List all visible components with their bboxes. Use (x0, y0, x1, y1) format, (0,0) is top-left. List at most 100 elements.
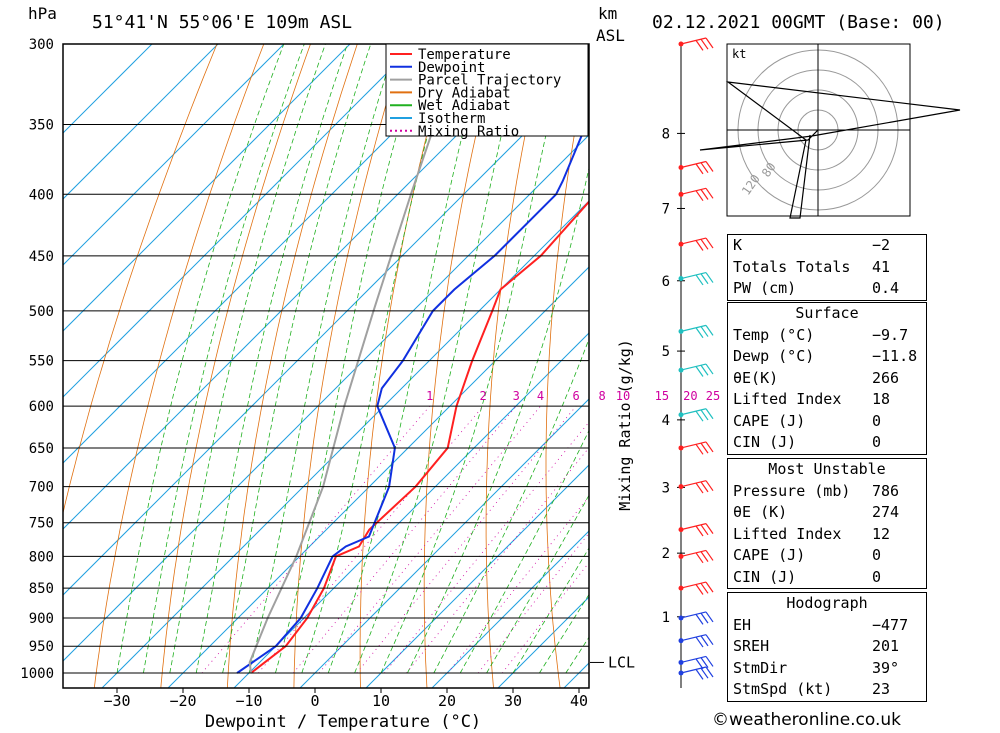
wind-barb (680, 666, 707, 674)
mixing-ratio-line (501, 561, 589, 674)
lcl-label: LCL (608, 653, 635, 671)
wind-barb (680, 237, 707, 245)
wind-barb (680, 581, 707, 589)
surface-row: CIN (J) 0 (733, 433, 882, 451)
legend-entry: Mixing Ratio (418, 124, 519, 140)
height-tick-label: 3 (662, 480, 670, 496)
wet-adiabat-line (116, 44, 285, 674)
wind-barb-flag (695, 552, 704, 564)
wind-barb-flag (700, 273, 709, 285)
surface-row: CAPE (J) 0 (733, 411, 882, 430)
wind-barb (680, 523, 707, 531)
pressure-tick-label: 650 (29, 441, 54, 457)
wind-barb (680, 611, 707, 619)
isotherm-line (63, 44, 417, 398)
wind-barb-flag (695, 614, 704, 625)
wind-barb-flag (705, 237, 714, 249)
wet-adiabat-line (380, 44, 567, 674)
surface-table: Surface Temp (°C) −9.7 Dewp (°C) −11.8 θE(… (727, 302, 927, 455)
hodo-row: StmSpd (kt) 23 (733, 680, 891, 698)
wet-adiabat-line (459, 429, 589, 674)
x-axis-label: Dewpoint / Temperature (°C) (205, 712, 481, 732)
surface-row: θE(K) 266 (733, 368, 900, 387)
mixing-ratio-label: 3 (513, 389, 520, 403)
wind-barb (680, 37, 707, 45)
pressure-tick-label: 900 (29, 611, 54, 627)
datetime-label: 02.12.2021 00GMT (Base: 00) (652, 12, 945, 33)
wind-barb-flag (695, 240, 704, 251)
mixing-ratio-label: 2 (480, 389, 487, 403)
plot-frame (62, 43, 590, 689)
legend-entry: Dry Adiabat (418, 85, 511, 101)
height-unit-asl: ASL (596, 26, 625, 45)
temperature-tick-label: 40 (570, 692, 588, 710)
height-tick-label: 1 (662, 610, 670, 626)
pressure-tick-label: 350 (29, 118, 54, 134)
isotherm-line (431, 530, 589, 688)
wind-barb-flag (695, 40, 704, 51)
index-row-k: K −2 (733, 236, 891, 254)
dry-adiabat-line (93, 44, 265, 688)
hodograph-trace (699, 81, 961, 219)
wind-barb-flag (705, 523, 714, 534)
wet-adiabat-line (169, 44, 326, 674)
wind-barb-flag (695, 327, 704, 339)
isotherm-line (299, 398, 589, 688)
legend-entry: Temperature (418, 47, 511, 63)
temperature-tick-label: 30 (504, 692, 522, 710)
pressure-tick-label: 800 (29, 549, 54, 565)
dry-adiabat-line (293, 44, 405, 688)
wind-barb-flag (695, 366, 704, 377)
wind-barb-flag (700, 409, 709, 421)
index-row-tt: Totals Totals 41 (733, 257, 891, 276)
isotherm-line (63, 44, 351, 332)
wind-barb (680, 187, 707, 195)
pressure-tick-label: 500 (29, 304, 54, 320)
pressure-tick-label: 450 (29, 249, 54, 265)
plot-area (63, 44, 589, 688)
height-tick-label: 6 (662, 274, 670, 290)
hodograph-table: Hodograph EH −477 SREH 201 StmDir 39° StmSp… (727, 592, 927, 702)
wind-barb-flag (705, 272, 714, 283)
copyright-footer[interactable]: ©weatheronline.co.uk (712, 710, 902, 730)
mixing-ratio-axis-label: Mixing Ratio (g/kg) (616, 339, 634, 511)
temperature-tick-label: −10 (235, 692, 262, 710)
height-tick-label: 7 (662, 201, 670, 217)
pressure-tick-label: 550 (29, 354, 54, 370)
legend-box (385, 43, 589, 137)
hodograph-title: Hodograph (786, 594, 868, 612)
isotherm-line (167, 266, 589, 688)
wind-barb-flag (700, 238, 709, 250)
surface-row: Dewp (°C) −11.8 (733, 347, 918, 365)
isotherm-line (63, 134, 589, 662)
wind-barb-flag (705, 634, 714, 646)
hodo-row: StmDir 39° (733, 658, 900, 677)
dry-adiabat-line (63, 44, 218, 515)
height-tick-label: 4 (662, 413, 670, 429)
hodograph-ring-label: 80 (759, 160, 779, 180)
legend-entry: Wet Adiabat (418, 98, 511, 114)
wind-barb-flag (700, 442, 709, 454)
wet-adiabat-line (433, 337, 589, 674)
wind-barb-flag (700, 162, 709, 174)
wind-barb-flag (695, 190, 704, 202)
wind-barb (680, 363, 707, 371)
mu-row: CIN (J) 0 (733, 567, 882, 586)
most-unstable-title: Most Unstable (768, 460, 886, 478)
wind-barb-flag (705, 581, 714, 593)
isotherm-line (63, 44, 153, 134)
dry-adiabat-line (545, 52, 589, 688)
wind-barb (680, 480, 707, 488)
pressure-unit: hPa (28, 4, 57, 23)
height-tick-label: 2 (662, 546, 670, 562)
pressure-tick-label: 300 (29, 37, 54, 53)
wind-barb (680, 271, 707, 280)
wind-barb-flag (705, 408, 714, 420)
temperature-tick-label: 10 (372, 692, 390, 710)
height-tick-label: 8 (662, 126, 670, 142)
wind-barb-flag (705, 363, 714, 375)
wind-barb (680, 408, 707, 416)
isotherm-line (365, 464, 589, 688)
surface-row: Temp (°C) −9.7 (733, 325, 909, 344)
